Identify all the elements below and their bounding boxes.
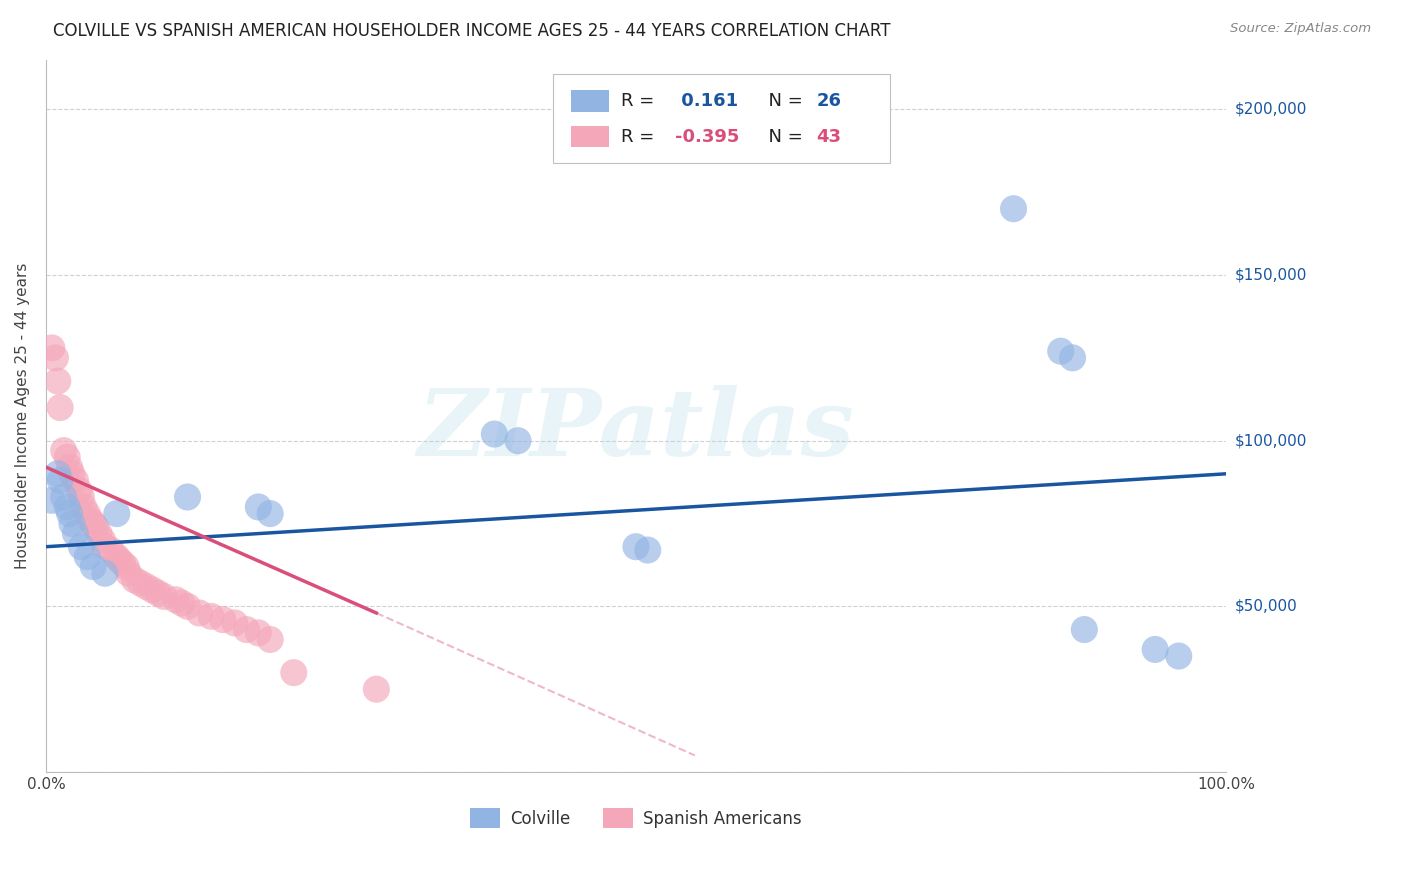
Point — [100, 543, 122, 558]
Text: N =: N = — [758, 128, 808, 145]
Point — [58, 460, 80, 475]
Point — [76, 549, 98, 564]
Point — [637, 543, 659, 558]
Point — [484, 427, 506, 442]
Point — [224, 615, 246, 630]
Point — [117, 566, 139, 581]
Point — [1144, 642, 1167, 657]
Point — [247, 500, 270, 514]
Point — [52, 490, 75, 504]
Point — [70, 540, 93, 554]
Text: COLVILLE VS SPANISH AMERICAN HOUSEHOLDER INCOME AGES 25 - 44 YEARS CORRELATION C: COLVILLE VS SPANISH AMERICAN HOUSEHOLDER… — [53, 22, 891, 40]
Text: R =: R = — [620, 128, 659, 145]
Point — [41, 493, 63, 508]
Point — [49, 474, 72, 488]
Point — [165, 592, 187, 607]
Point — [65, 526, 87, 541]
Point — [80, 513, 103, 527]
Point — [1049, 344, 1071, 359]
Point — [135, 579, 157, 593]
FancyBboxPatch shape — [554, 74, 890, 163]
Point — [84, 520, 107, 534]
Point — [60, 467, 83, 481]
Text: Source: ZipAtlas.com: Source: ZipAtlas.com — [1230, 22, 1371, 36]
Point — [129, 576, 152, 591]
Point — [67, 483, 90, 498]
Point — [259, 632, 281, 647]
Point — [82, 516, 104, 531]
Point — [506, 434, 529, 448]
Point — [1167, 649, 1189, 664]
Point — [141, 582, 163, 597]
Point — [124, 573, 146, 587]
Point — [153, 590, 176, 604]
Point — [115, 559, 138, 574]
Point — [235, 623, 257, 637]
Point — [176, 490, 198, 504]
Point — [146, 586, 169, 600]
Point — [188, 606, 211, 620]
Point — [283, 665, 305, 680]
Text: -0.395: -0.395 — [675, 128, 740, 145]
Point — [105, 507, 128, 521]
Point — [73, 500, 96, 514]
Point — [108, 553, 131, 567]
Point — [60, 516, 83, 531]
Y-axis label: Householder Income Ages 25 - 44 years: Householder Income Ages 25 - 44 years — [15, 262, 30, 569]
Point — [58, 507, 80, 521]
Point — [41, 341, 63, 355]
Point — [76, 507, 98, 521]
Point — [1062, 351, 1084, 365]
Point — [247, 625, 270, 640]
Point — [65, 474, 87, 488]
Text: 26: 26 — [817, 92, 841, 110]
FancyBboxPatch shape — [571, 90, 609, 112]
Point — [1002, 202, 1025, 216]
Point — [56, 450, 79, 465]
Point — [91, 533, 114, 547]
Point — [624, 540, 647, 554]
Point — [94, 566, 117, 581]
Text: 0.161: 0.161 — [675, 92, 738, 110]
Point — [259, 507, 281, 521]
Legend: Colville, Spanish Americans: Colville, Spanish Americans — [463, 801, 808, 835]
Point — [1073, 623, 1095, 637]
Point — [44, 351, 66, 365]
Point — [46, 467, 69, 481]
Point — [70, 490, 93, 504]
Text: 43: 43 — [817, 128, 841, 145]
Point — [200, 609, 222, 624]
Point — [82, 559, 104, 574]
Text: $150,000: $150,000 — [1234, 268, 1306, 283]
Point — [176, 599, 198, 614]
Point — [49, 401, 72, 415]
FancyBboxPatch shape — [571, 126, 609, 147]
Point — [212, 613, 235, 627]
Point — [52, 443, 75, 458]
Point — [111, 556, 134, 570]
Point — [94, 540, 117, 554]
Text: R =: R = — [620, 92, 659, 110]
Text: N =: N = — [758, 92, 808, 110]
Text: $100,000: $100,000 — [1234, 434, 1306, 448]
Point — [46, 374, 69, 388]
Text: $50,000: $50,000 — [1234, 599, 1296, 614]
Text: ZIPatlas: ZIPatlas — [418, 385, 855, 475]
Point — [56, 500, 79, 514]
Text: $200,000: $200,000 — [1234, 102, 1306, 117]
Point — [87, 526, 110, 541]
Point — [366, 682, 388, 697]
Point — [170, 596, 193, 610]
Point — [105, 549, 128, 564]
